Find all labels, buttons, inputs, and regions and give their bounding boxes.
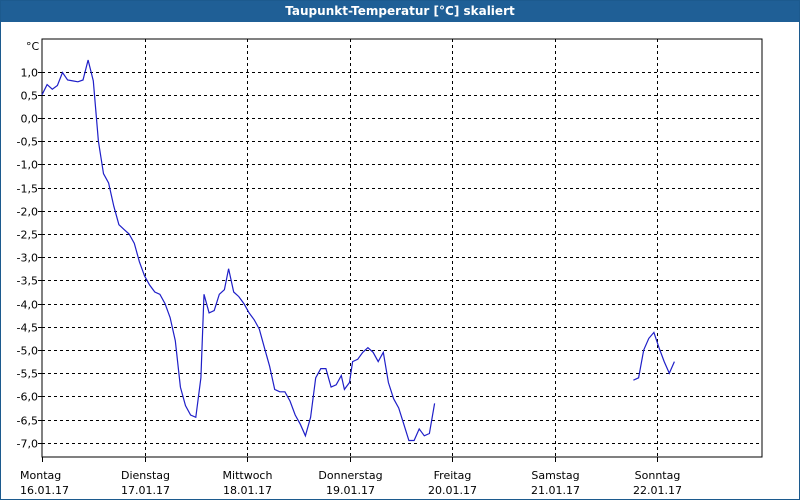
x-tick-day: Dienstag	[121, 469, 170, 482]
x-tick-date: 17.01.17	[121, 484, 170, 497]
x-tick-date: 21.01.17	[531, 484, 580, 497]
series-line-segment-2	[633, 331, 675, 381]
y-tick-label: -7,0	[17, 438, 38, 451]
x-tick-date: 19.01.17	[326, 484, 375, 497]
y-tick-label: -2,0	[17, 206, 38, 219]
plot-area	[41, 38, 763, 458]
x-tick-date: 18.01.17	[223, 484, 272, 497]
x-tick-day: Freitag	[434, 469, 472, 482]
y-tick-label: -1,0	[17, 159, 38, 172]
x-tick-date: 20.01.17	[428, 484, 477, 497]
y-tick-label: 1,0	[21, 67, 39, 80]
y-tick-label: -4,0	[17, 299, 38, 312]
y-tick-label: -5,0	[17, 345, 38, 358]
x-tick-day: Samstag	[531, 469, 579, 482]
x-tick-date: 16.01.17	[20, 484, 69, 497]
x-tick-day: Montag	[20, 469, 61, 482]
y-tick-label: 0,0	[21, 113, 39, 126]
y-tick-label: -5,5	[17, 368, 38, 381]
y-tick-label: -2,5	[17, 229, 38, 242]
x-tick-day: Sonntag	[635, 469, 681, 482]
y-axis-unit: °C	[26, 40, 40, 53]
x-tick-date: 22.01.17	[633, 484, 682, 497]
y-tick-label: -6,5	[17, 415, 38, 428]
series-line-segment-1	[41, 59, 436, 442]
chart-title: Taupunkt-Temperatur [°C] skaliert	[1, 1, 799, 22]
y-tick-label: -3,5	[17, 275, 38, 288]
y-tick-label: -4,5	[17, 322, 38, 335]
y-tick-label: -6,0	[17, 391, 38, 404]
y-tick-label: 0,5	[21, 90, 39, 103]
x-tick-day: Donnerstag	[318, 469, 382, 482]
y-tick-label: -3,0	[17, 252, 38, 265]
x-tick-day: Mittwoch	[223, 469, 273, 482]
y-tick-label: -1,5	[17, 183, 38, 196]
y-tick-label: -0,5	[17, 136, 38, 149]
